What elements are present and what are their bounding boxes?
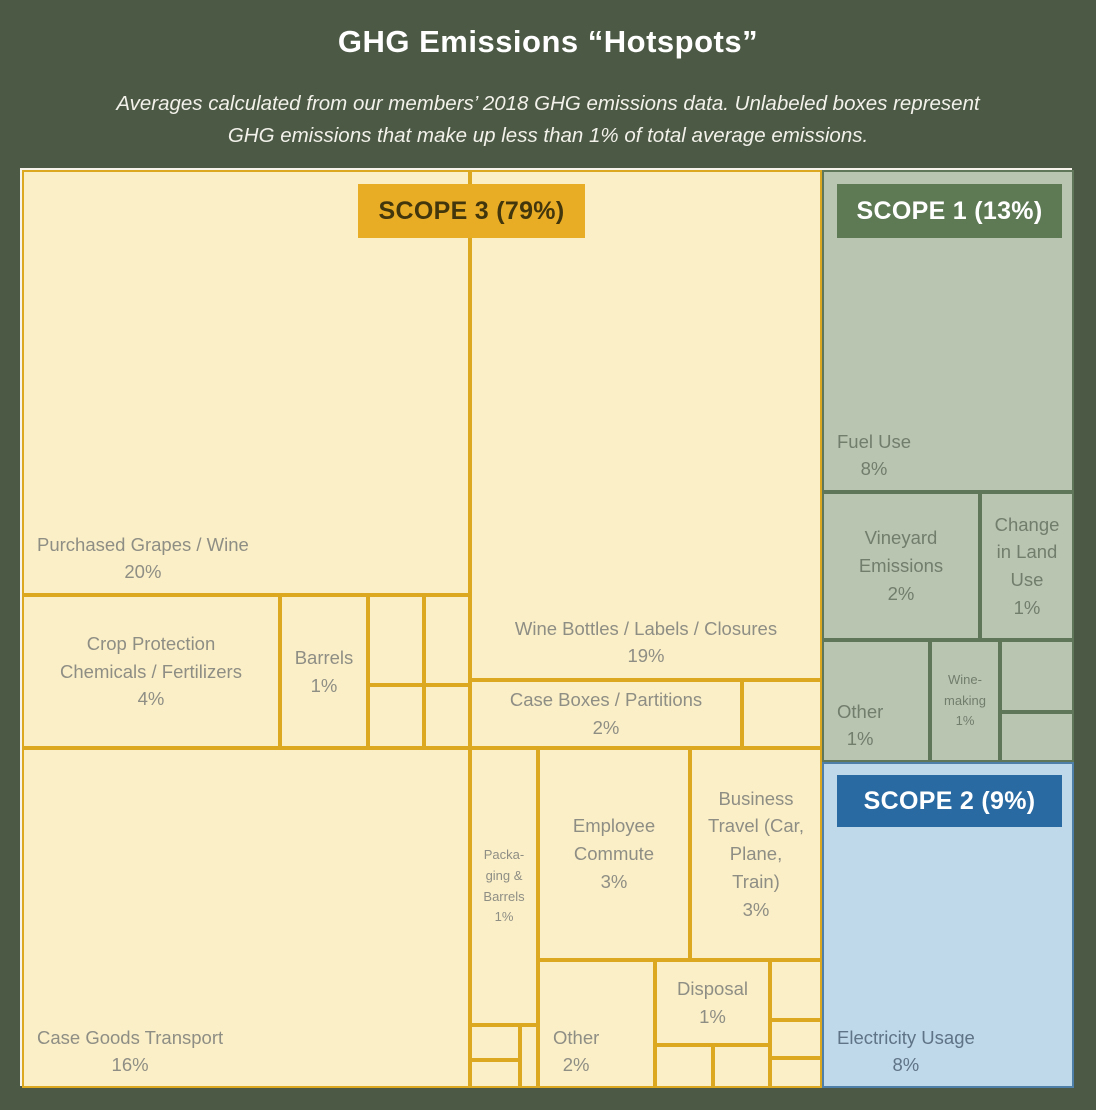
treemap-box-barrels: Barrels 1% — [280, 595, 368, 748]
treemap-box-value: 2% — [887, 582, 915, 604]
treemap-box-value: 1% — [699, 1005, 726, 1027]
treemap-box-unlabeled — [770, 960, 822, 1020]
treemap-box-value: 8% — [860, 458, 888, 480]
treemap-box-value: 1% — [955, 713, 975, 729]
treemap-box-label: Electricity Usage — [837, 1026, 975, 1048]
treemap-box-vineyard-emissions: Vineyard Emissions 2% — [822, 492, 980, 640]
treemap-box-unlabeled — [368, 595, 424, 685]
treemap-box-disposal: Disposal 1% — [655, 960, 770, 1045]
treemap-box-unlabeled — [368, 685, 424, 748]
treemap-box-label: Crop Protection Chemicals / Fertilizers — [60, 632, 242, 682]
treemap-box-case-goods-transport: Case Goods Transport 16% — [22, 748, 470, 1088]
treemap-box-label: Employee Commute — [572, 815, 656, 865]
scope3-header: SCOPE 3 (79%) — [358, 184, 585, 238]
treemap-box-label: Case Boxes / Partitions — [509, 689, 703, 711]
treemap-box-label: Barrels — [294, 646, 354, 668]
treemap-box-unlabeled — [1000, 712, 1074, 762]
treemap-box-crop-protection-chemicals-fertilizers: Crop Protection Chemicals / Fertilizers 4… — [22, 595, 280, 748]
treemap-box-other: Other 2% — [538, 960, 655, 1088]
treemap-box-unlabeled — [424, 595, 470, 685]
treemap-box-unlabeled — [424, 685, 470, 748]
treemap-box-unlabeled — [520, 1025, 538, 1088]
treemap-box-value: 1% — [494, 909, 514, 925]
treemap-box-value: 1% — [1013, 596, 1041, 618]
treemap-box-unlabeled — [713, 1045, 770, 1088]
treemap-box-label: Disposal — [677, 977, 748, 999]
treemap-box-value: 19% — [627, 645, 665, 667]
treemap-box-value: 4% — [137, 688, 165, 710]
treemap-box-other: Other 1% — [822, 640, 930, 762]
treemap-box-unlabeled — [470, 1025, 520, 1060]
treemap-box-label: Other — [837, 700, 884, 722]
treemap-box-label: Packa- ging & Barrels — [483, 846, 525, 904]
treemap-box-value: 2% — [562, 1054, 590, 1076]
treemap-box-label: Change in Land Use — [994, 513, 1060, 591]
treemap-plot-area: Purchased Grapes / Wine 20% Wine Bottles /… — [22, 170, 1074, 1088]
chart-subtitle-line-2: GHG emissions that make up less than 1% … — [227, 123, 869, 147]
treemap-box-wine-bottles-labels-closures: Wine Bottles / Labels / Closures 19% — [470, 170, 822, 680]
treemap-box-unlabeled — [742, 680, 822, 748]
treemap-box-wine-making: Wine- making 1% — [930, 640, 1000, 762]
treemap-box-purchased-grapes-wine: Purchased Grapes / Wine 20% — [22, 170, 470, 595]
treemap-box-unlabeled — [655, 1045, 713, 1088]
scope2-header: SCOPE 2 (9%) — [837, 775, 1062, 827]
treemap-box-label: Wine Bottles / Labels / Closures — [514, 617, 778, 639]
treemap-box-packa-ging-barrels: Packa- ging & Barrels 1% — [470, 748, 538, 1025]
chart-subtitle-line-1: Averages calculated from our members’ 20… — [116, 92, 980, 115]
treemap-box-label: Wine- making — [944, 671, 986, 708]
treemap-box-value: 1% — [310, 674, 338, 696]
treemap-box-employee-commute: Employee Commute 3% — [538, 748, 690, 960]
treemap-box-case-boxes-partitions: Case Boxes / Partitions 2% — [470, 680, 742, 748]
treemap-box-value: 16% — [111, 1054, 149, 1076]
treemap-box-unlabeled — [470, 1060, 520, 1088]
treemap-box-business-travel-car-plane-train: Business Travel (Car, Plane, Train) 3% — [690, 748, 822, 960]
treemap-box-value: 1% — [846, 728, 874, 750]
treemap-box-label: Other — [553, 1026, 600, 1048]
treemap-chart: Purchased Grapes / Wine 20% Wine Bottles /… — [20, 168, 1074, 1088]
chart-title: GHG Emissions “Hotspots” — [337, 24, 759, 59]
treemap-box-label: Vineyard Emissions — [858, 527, 944, 577]
treemap-box-label: Purchased Grapes / Wine — [37, 533, 249, 555]
treemap-box-value: 2% — [592, 717, 620, 738]
treemap-box-label: Case Goods Transport — [37, 1026, 224, 1048]
treemap-box-value: 3% — [600, 870, 628, 892]
treemap-box-change-in-land-use: Change in Land Use 1% — [980, 492, 1074, 640]
chart-subtitle: Averages calculated from our members’ 20… — [0, 88, 1096, 152]
treemap-box-label: Business Travel (Car, Plane, Train) — [708, 787, 804, 892]
treemap-box-unlabeled — [770, 1058, 822, 1088]
treemap-box-value: 3% — [742, 898, 770, 920]
treemap-box-value: 8% — [892, 1054, 920, 1076]
treemap-box-unlabeled — [1000, 640, 1074, 712]
treemap-box-unlabeled — [770, 1020, 822, 1058]
treemap-box-label: Fuel Use — [837, 430, 912, 452]
scope1-header: SCOPE 1 (13%) — [837, 184, 1062, 238]
treemap-box-value: 20% — [124, 561, 162, 583]
